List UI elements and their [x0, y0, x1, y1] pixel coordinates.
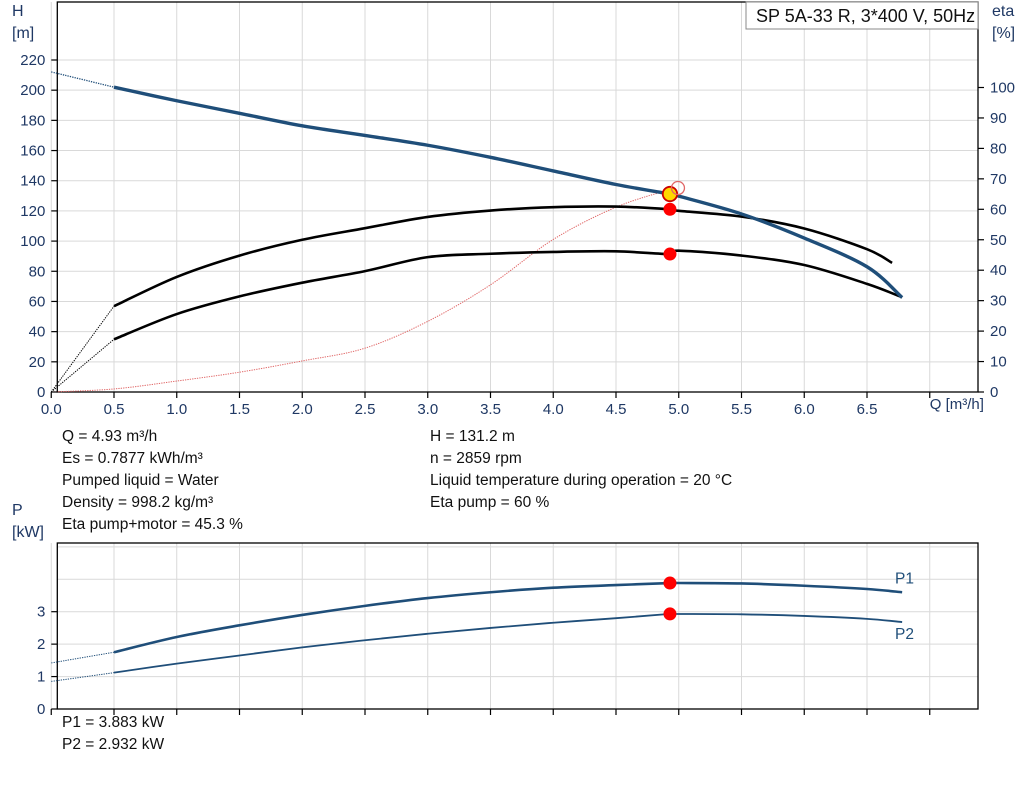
svg-text:2: 2	[37, 636, 45, 653]
svg-text:0: 0	[990, 384, 998, 401]
svg-text:4.5: 4.5	[606, 401, 627, 418]
svg-text:220: 220	[20, 52, 45, 69]
svg-text:120: 120	[20, 203, 45, 220]
svg-text:100: 100	[20, 233, 45, 250]
svg-text:1.0: 1.0	[166, 401, 187, 418]
svg-text:5.5: 5.5	[731, 401, 752, 418]
svg-text:Eta pump+motor = 45.3 %: Eta pump+motor = 45.3 %	[62, 516, 243, 533]
svg-text:0: 0	[37, 701, 45, 718]
svg-text:P: P	[12, 502, 23, 519]
svg-text:0: 0	[37, 384, 45, 401]
svg-text:3.0: 3.0	[417, 401, 438, 418]
svg-text:0.0: 0.0	[41, 401, 62, 418]
svg-text:30: 30	[990, 293, 1007, 310]
svg-text:P1: P1	[895, 571, 914, 588]
svg-text:Q = 4.93 m³/h: Q = 4.93 m³/h	[62, 428, 157, 445]
svg-text:SP 5A-33 R, 3*400 V, 50Hz: SP 5A-33 R, 3*400 V, 50Hz	[756, 6, 975, 26]
svg-text:100: 100	[990, 80, 1015, 97]
svg-text:Q [m³/h]: Q [m³/h]	[930, 396, 984, 413]
svg-text:2.5: 2.5	[355, 401, 376, 418]
svg-text:40: 40	[29, 324, 46, 341]
svg-text:140: 140	[20, 173, 45, 190]
svg-text:1.5: 1.5	[229, 401, 250, 418]
svg-text:P1 = 3.883 kW: P1 = 3.883 kW	[62, 714, 164, 731]
svg-text:4.0: 4.0	[543, 401, 564, 418]
svg-text:3.5: 3.5	[480, 401, 501, 418]
svg-text:H = 131.2 m: H = 131.2 m	[430, 428, 515, 445]
svg-text:eta: eta	[992, 3, 1014, 20]
svg-text:Density = 998.2 kg/m³: Density = 998.2 kg/m³	[62, 494, 213, 511]
svg-text:2.0: 2.0	[292, 401, 313, 418]
svg-text:6.5: 6.5	[857, 401, 878, 418]
svg-text:P2: P2	[895, 626, 914, 643]
svg-text:Eta pump = 60 %: Eta pump = 60 %	[430, 494, 550, 511]
svg-text:40: 40	[990, 262, 1007, 279]
svg-text:[m]: [m]	[12, 25, 34, 42]
svg-text:Liquid temperature during oper: Liquid temperature during operation = 20…	[430, 472, 732, 489]
svg-text:60: 60	[990, 201, 1007, 218]
svg-text:P2 = 2.932 kW: P2 = 2.932 kW	[62, 736, 164, 753]
svg-text:20: 20	[990, 323, 1007, 340]
svg-text:Pumped liquid = Water: Pumped liquid = Water	[62, 472, 219, 489]
svg-text:0.5: 0.5	[104, 401, 125, 418]
svg-text:1: 1	[37, 669, 45, 686]
svg-text:50: 50	[990, 232, 1007, 249]
svg-text:H: H	[12, 3, 24, 20]
svg-text:Es = 0.7877 kWh/m³: Es = 0.7877 kWh/m³	[62, 450, 203, 467]
svg-text:200: 200	[20, 82, 45, 99]
svg-text:n = 2859 rpm: n = 2859 rpm	[430, 450, 522, 467]
svg-text:20: 20	[29, 354, 46, 371]
svg-text:10: 10	[990, 354, 1007, 371]
svg-text:3: 3	[37, 604, 45, 621]
svg-text:6.0: 6.0	[794, 401, 815, 418]
svg-text:[kW]: [kW]	[12, 524, 44, 541]
svg-text:5.0: 5.0	[668, 401, 689, 418]
svg-text:180: 180	[20, 112, 45, 129]
svg-text:80: 80	[29, 263, 46, 280]
svg-text:90: 90	[990, 110, 1007, 127]
svg-text:160: 160	[20, 143, 45, 160]
svg-text:80: 80	[990, 140, 1007, 157]
svg-text:70: 70	[990, 171, 1007, 188]
svg-text:60: 60	[29, 293, 46, 310]
svg-text:[%]: [%]	[992, 25, 1015, 42]
